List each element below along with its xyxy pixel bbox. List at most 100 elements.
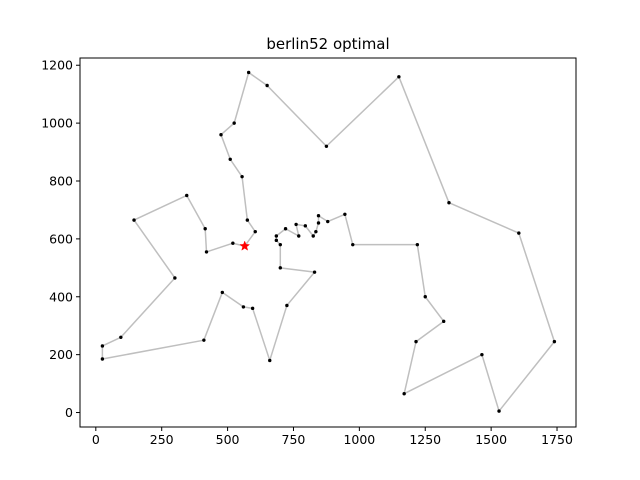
city-point <box>132 218 136 222</box>
city-point <box>303 224 308 228</box>
y-tick-label: 0 <box>65 405 73 420</box>
route-segment <box>415 320 445 343</box>
city-point <box>343 212 347 216</box>
city-point <box>517 231 521 235</box>
route-segment <box>398 76 450 204</box>
route-segment <box>416 243 426 298</box>
city-point <box>415 242 420 247</box>
city-point <box>278 266 282 270</box>
route-segment <box>498 340 556 412</box>
y-tick-label: 800 <box>49 174 73 189</box>
y-tick-label: 1000 <box>41 116 73 131</box>
route-segment <box>203 291 224 341</box>
chart-title: berlin52 optimal <box>266 35 389 53</box>
y-tick-label: 1200 <box>41 58 73 73</box>
route-segment <box>304 225 314 237</box>
city-point <box>228 157 232 161</box>
city-point <box>119 335 123 339</box>
city-point <box>246 70 251 75</box>
city-point <box>265 83 269 88</box>
route-segment <box>284 228 300 237</box>
route-segment <box>205 242 234 253</box>
route-segment <box>220 133 231 161</box>
city-point <box>185 193 189 198</box>
city-point <box>220 290 225 295</box>
route-segment <box>243 230 257 247</box>
city-point <box>285 303 289 308</box>
route-segment <box>448 201 520 234</box>
y-tick-label: 600 <box>49 231 73 246</box>
route-segment <box>481 353 500 412</box>
city-point <box>274 234 279 238</box>
route-segment <box>101 336 122 347</box>
x-tick-label: 0 <box>92 432 100 447</box>
route-segment <box>403 340 417 395</box>
route-segment <box>325 76 400 148</box>
x-tick-label: 500 <box>216 432 240 447</box>
y-tick-label: 200 <box>49 347 73 362</box>
route-segment <box>424 296 445 323</box>
city-point <box>250 306 255 311</box>
city-point <box>232 121 236 125</box>
axes: 0 250 500 750 1000 1250 1500 1750 0 200 400 600 800 1… <box>41 57 577 447</box>
route-segment <box>279 267 316 273</box>
route-segment <box>251 307 271 362</box>
route-segment <box>220 122 235 136</box>
route-segment <box>275 228 287 237</box>
city-point <box>480 352 484 357</box>
route-segment <box>269 304 288 362</box>
city-point <box>219 132 223 137</box>
city-point <box>245 218 250 222</box>
city-point <box>253 229 257 234</box>
city-point <box>316 221 321 225</box>
city-point <box>497 409 501 413</box>
route-segment <box>120 277 176 339</box>
route-segment <box>101 339 205 360</box>
route-segment <box>204 228 208 253</box>
x-tick-label: 1500 <box>475 432 507 447</box>
route-segment <box>241 175 249 221</box>
city-point <box>240 174 244 179</box>
route-segment <box>266 84 328 148</box>
city-point <box>324 144 329 148</box>
city-point <box>100 344 105 348</box>
city-point <box>173 276 177 280</box>
start-marker <box>239 240 251 251</box>
city-point <box>351 242 355 247</box>
route-segment <box>133 219 176 279</box>
city-point <box>268 358 272 363</box>
city-point <box>274 238 279 243</box>
city-point <box>204 250 209 254</box>
city-point <box>447 201 451 205</box>
city-point <box>402 392 406 396</box>
route-segment <box>233 71 250 124</box>
route-segment <box>247 71 268 87</box>
city-point <box>414 339 418 344</box>
route-segment <box>403 353 483 395</box>
city-point <box>314 229 318 234</box>
city-point <box>552 339 557 344</box>
y-tick-label: 400 <box>49 289 73 304</box>
route-segment <box>221 291 245 308</box>
route-segment <box>326 213 346 223</box>
city-point <box>297 234 301 238</box>
axes-frame <box>79 57 577 428</box>
city-point <box>283 227 288 231</box>
route-segment <box>229 158 243 178</box>
city-point <box>326 219 330 224</box>
city-point <box>294 222 298 227</box>
city-point <box>316 214 321 218</box>
x-tick-label: 1250 <box>409 432 441 447</box>
city-point <box>202 338 206 342</box>
city-point <box>100 357 105 361</box>
route-segment <box>344 213 354 246</box>
route-segment <box>317 214 329 223</box>
route-segment <box>518 232 556 343</box>
city-point <box>311 234 315 238</box>
city-point <box>423 295 427 299</box>
plot-area <box>100 70 557 413</box>
x-tick-label: 250 <box>150 432 174 447</box>
x-tick-label: 750 <box>282 432 306 447</box>
